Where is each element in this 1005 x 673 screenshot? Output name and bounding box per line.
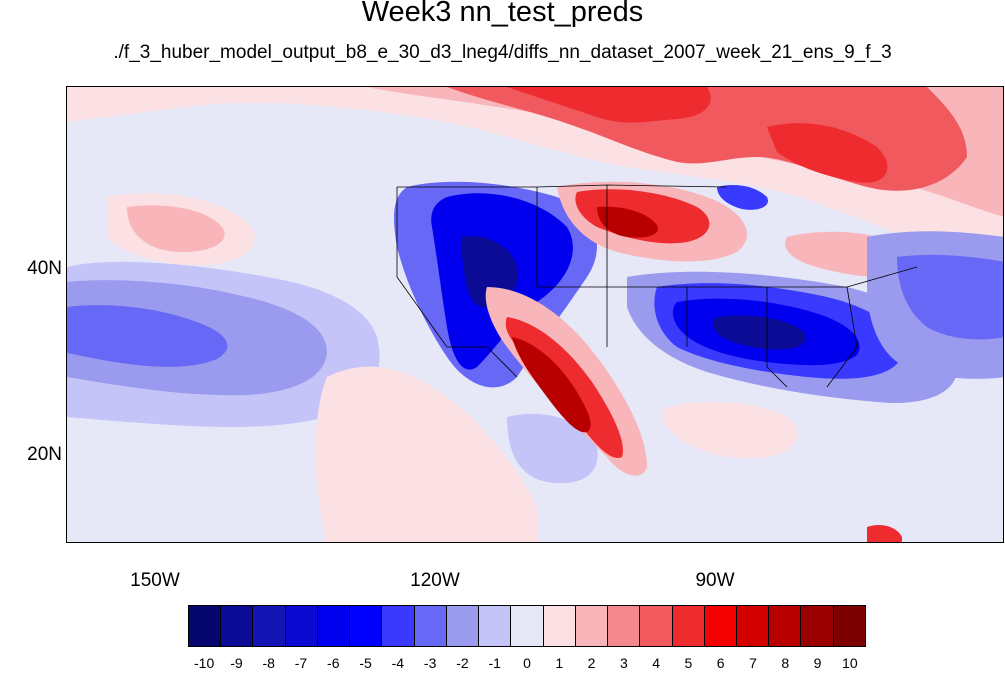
colorbar-label: -2 <box>456 655 469 671</box>
colorbar-box-2 <box>253 606 286 646</box>
colorbar-box-11 <box>543 606 576 646</box>
field-pacific-blue <box>67 305 228 367</box>
colorbar-box-7 <box>414 606 447 646</box>
field-north-darkred <box>507 87 888 183</box>
colorbar-label: -3 <box>423 655 437 671</box>
x-tick-120w: 120W <box>410 570 460 591</box>
field-mexico-darkred <box>512 337 591 433</box>
colorbar-box-8 <box>446 606 480 646</box>
colorbar-label: 10 <box>842 655 858 671</box>
colorbar-box-4 <box>317 606 351 646</box>
colorbar-label: -9 <box>230 655 243 671</box>
colorbar-label: -8 <box>262 655 275 671</box>
colorbar-label: 6 <box>716 655 725 671</box>
colorbar-box-0 <box>189 606 222 646</box>
colorbar-label: 9 <box>813 655 822 671</box>
colorbar-label: -6 <box>327 655 340 671</box>
y-tick-20n: 20N <box>27 444 62 465</box>
colorbar-box-6 <box>382 606 415 646</box>
colorbar-box-13 <box>608 606 641 646</box>
map-panel <box>66 86 1004 543</box>
colorbar-label: -10 <box>194 655 215 671</box>
field-south-lightblue <box>507 413 598 484</box>
colorbar <box>188 605 866 647</box>
colorbar-label: 0 <box>523 655 531 671</box>
colorbar-box-9 <box>479 606 512 646</box>
colorbar-box-3 <box>285 606 318 646</box>
colorbar-box-16 <box>704 606 737 646</box>
map-field <box>67 87 1003 542</box>
colorbar-label: 5 <box>684 655 693 671</box>
colorbar-label: -5 <box>359 655 372 671</box>
colorbar-label: 7 <box>749 655 757 671</box>
colorbar-box-12 <box>575 606 609 646</box>
colorbar-box-18 <box>769 606 802 646</box>
state-borders <box>396 184 918 388</box>
colorbar-label: -1 <box>488 655 501 671</box>
colorbar-label: 1 <box>555 655 564 671</box>
colorbar-label: 4 <box>652 655 661 671</box>
field-east-navy <box>713 315 806 350</box>
colorbar-box-15 <box>672 606 705 646</box>
field-gulf-pink <box>662 401 798 459</box>
x-tick-90w: 90W <box>695 570 735 591</box>
colorbar-box-5 <box>350 606 383 646</box>
field-atlantic-blue2 <box>897 254 1003 340</box>
colorbar-box-17 <box>736 606 770 646</box>
colorbar-label: -7 <box>294 655 308 671</box>
colorbar-box-19 <box>801 606 834 646</box>
colorbar-label: 3 <box>619 655 628 671</box>
plot-title: Week3 nn_test_preds <box>361 0 644 28</box>
colorbar-label: 2 <box>587 655 596 671</box>
colorbar-box-1 <box>221 606 254 646</box>
colorbar-label: 8 <box>781 655 790 671</box>
colorbar-box-20 <box>833 606 865 646</box>
x-tick-150w: 150W <box>130 570 180 591</box>
field-caribbean-red <box>867 525 902 542</box>
colorbar-box-14 <box>640 606 673 646</box>
field-south-pink <box>315 366 537 542</box>
field-plains-darkred <box>597 206 658 238</box>
colorbar-labels: -10 -9 -8 -7 -6 -5 -4 -3 -2 -1 0 1 2 3 4 5 6 7 8 9 10 <box>188 655 866 673</box>
colorbar-box-10 <box>511 606 544 646</box>
y-tick-40n: 40N <box>27 258 62 279</box>
colorbar-label: -4 <box>391 655 405 671</box>
field-pacific-pink2 <box>127 205 225 252</box>
field-lakes-blue <box>717 185 768 210</box>
plot-subtitle: ./f_3_huber_model_output_b8_e_30_d3_lneg… <box>113 42 892 63</box>
